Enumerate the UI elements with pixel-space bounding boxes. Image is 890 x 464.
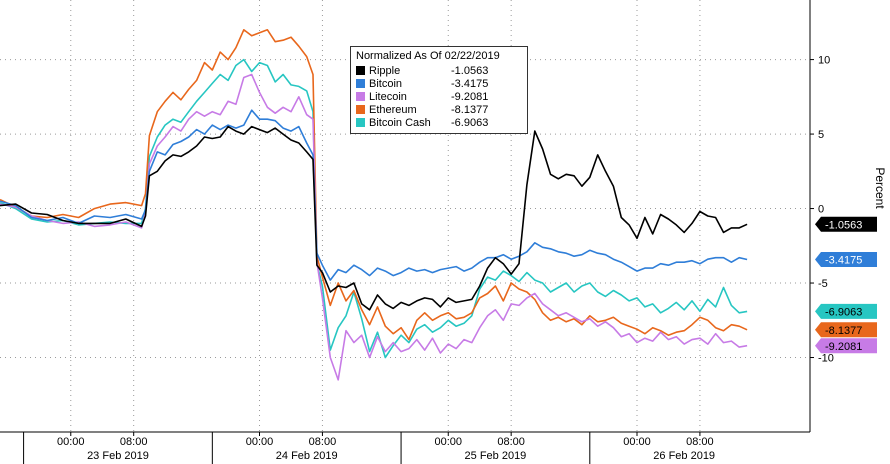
x-tick-label: 00:00 bbox=[623, 436, 651, 448]
x-tick-label: 08:00 bbox=[497, 436, 525, 448]
legend-entry-bitcoin-cash: Bitcoin Cash -6.9063 bbox=[356, 116, 522, 129]
y-tick-label: 10 bbox=[818, 55, 830, 67]
legend-value-ethereum: -8.1377 bbox=[451, 103, 489, 116]
legend-name-ethereum: Ethereum bbox=[369, 103, 417, 116]
end-label-bitcoin: -3.4175 bbox=[825, 254, 862, 266]
x-tick-label: 00:00 bbox=[434, 436, 462, 448]
series-line-ethereum bbox=[0, 29, 748, 341]
y-tick-label: 0 bbox=[818, 204, 824, 216]
series-line-bitcoin-cash bbox=[0, 58, 748, 359]
legend-name-bitcoin-cash: Bitcoin Cash bbox=[369, 116, 431, 129]
series-line-litecoin bbox=[0, 73, 748, 381]
x-date-label: 23 Feb 2019 bbox=[87, 450, 149, 462]
y-axis-label: Percent bbox=[873, 167, 887, 209]
end-label-ethereum: -8.1377 bbox=[825, 325, 862, 337]
x-date-label: 25 Feb 2019 bbox=[465, 450, 527, 462]
legend-swatch-litecoin bbox=[356, 92, 365, 101]
legend-entry-ethereum: Ethereum -8.1377 bbox=[356, 103, 522, 116]
legend-name-litecoin: Litecoin bbox=[369, 90, 407, 103]
legend-value-bitcoin-cash: -6.9063 bbox=[451, 116, 489, 129]
legend: Normalized As Of 02/22/2019 Ripple -1.05… bbox=[350, 46, 528, 134]
x-tick-label: 08:00 bbox=[120, 436, 148, 448]
end-label-box-ethereum bbox=[815, 322, 877, 338]
end-label-box-ripple bbox=[815, 216, 877, 232]
legend-entry-litecoin: Litecoin -9.2081 bbox=[356, 90, 522, 103]
legend-value-bitcoin: -3.4175 bbox=[451, 77, 489, 90]
legend-swatch-ripple bbox=[356, 66, 365, 75]
end-labels: -1.0563 -3.4175 -6.9063 -8.1377 -9.2081 bbox=[815, 216, 877, 354]
end-label-ripple: -1.0563 bbox=[825, 219, 862, 231]
series-lines bbox=[0, 29, 748, 381]
x-tick-label: 08:00 bbox=[309, 436, 337, 448]
end-label-litecoin: -9.2081 bbox=[825, 341, 862, 353]
series-line-ripple bbox=[0, 125, 748, 311]
legend-swatch-bitcoin-cash bbox=[356, 118, 365, 127]
y-tick-label: -5 bbox=[818, 278, 828, 290]
legend-entry-ripple: Ripple -1.0563 bbox=[356, 64, 522, 77]
x-tick-label: 00:00 bbox=[57, 436, 85, 448]
y-tick-label: -10 bbox=[818, 353, 834, 365]
legend-name-bitcoin: Bitcoin bbox=[369, 77, 403, 90]
x-date-label: 26 Feb 2019 bbox=[653, 450, 715, 462]
legend-name-ripple: Ripple bbox=[369, 64, 401, 77]
x-tick-label: 00:00 bbox=[246, 436, 274, 448]
end-label-box-bitcoin-cash bbox=[815, 303, 877, 319]
legend-entry-bitcoin: Bitcoin -3.4175 bbox=[356, 77, 522, 90]
legend-value-litecoin: -9.2081 bbox=[451, 90, 489, 103]
x-date-label: 24 Feb 2019 bbox=[276, 450, 338, 462]
series-line-bitcoin bbox=[0, 109, 748, 281]
axes: 10 5 0 -5 -10 00:00 08:00 00:00 08:00 00:00 08:00 0… bbox=[0, 0, 834, 464]
end-label-bitcoin-cash: -6.9063 bbox=[825, 306, 862, 318]
y-tick-label: 5 bbox=[818, 129, 824, 141]
end-label-box-litecoin bbox=[815, 338, 877, 354]
end-label-box-bitcoin bbox=[815, 251, 877, 267]
legend-title: Normalized As Of 02/22/2019 bbox=[356, 50, 500, 62]
legend-swatch-ethereum bbox=[356, 105, 365, 114]
legend-swatch-bitcoin bbox=[356, 79, 365, 88]
x-tick-label: 08:00 bbox=[686, 436, 714, 448]
legend-value-ripple: -1.0563 bbox=[451, 64, 489, 77]
